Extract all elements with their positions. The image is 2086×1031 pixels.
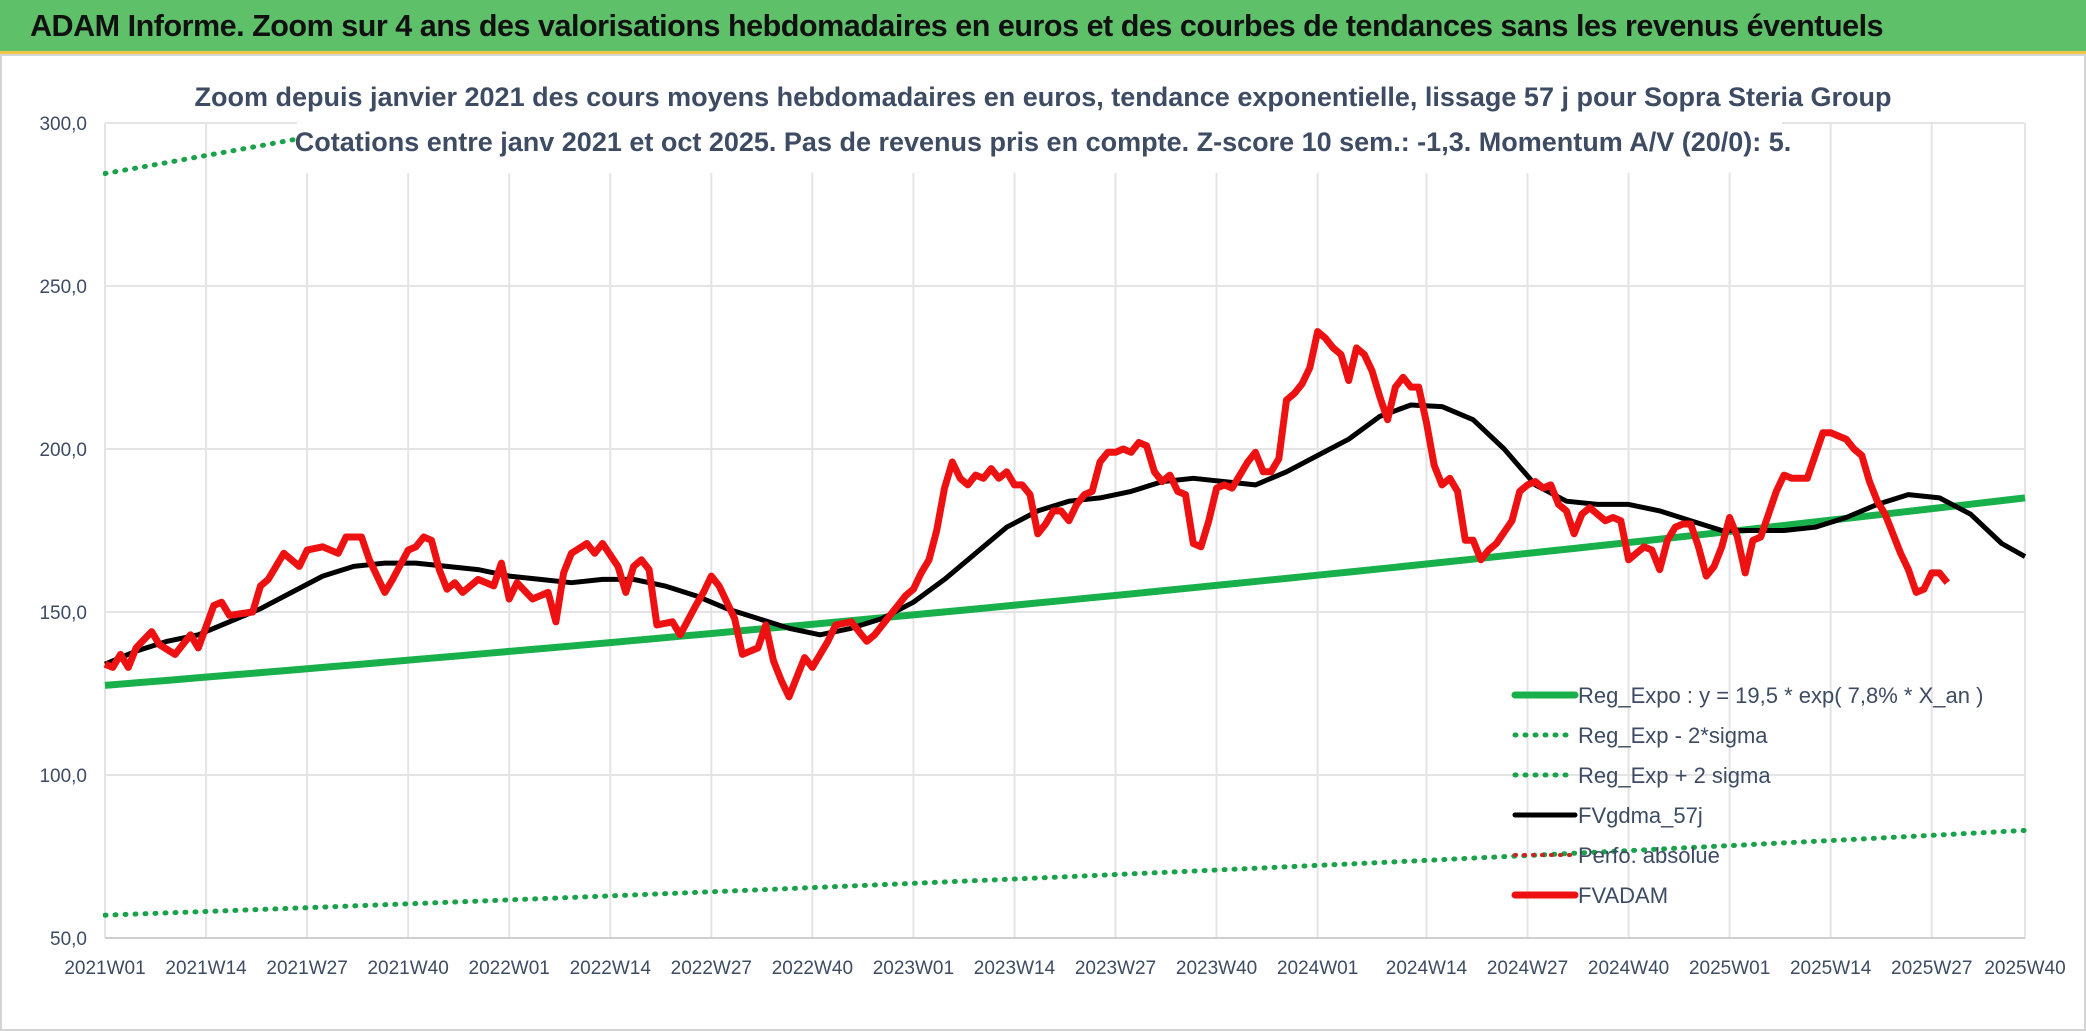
x-tick-label: 2025W27 — [1891, 958, 1972, 979]
legend-label: FVADAM — [1578, 883, 1668, 908]
x-tick-label: 2021W40 — [367, 958, 448, 979]
chart-title: Zoom depuis janvier 2021 des cours moyen… — [194, 82, 1892, 112]
trend-line — [104, 494, 2026, 689]
x-tick-label: 2024W01 — [1277, 958, 1358, 979]
x-tick-label: 2021W01 — [64, 958, 145, 979]
report-title: ADAM Informe. Zoom sur 4 ans des valoris… — [30, 8, 1884, 43]
smoothing-line — [104, 402, 2027, 667]
chart-subtitle: Cotations entre janv 2021 et oct 2025. P… — [294, 127, 1792, 157]
x-tick-label: 2023W01 — [873, 958, 954, 979]
x-tick-label: 2025W40 — [1984, 958, 2065, 979]
legend-label: Reg_Exp + 2 sigma — [1578, 763, 1771, 788]
x-tick-label: 2025W14 — [1790, 958, 1872, 979]
legend-label: Perfo. absolue — [1578, 843, 1720, 868]
x-tick-label: 2021W14 — [165, 958, 247, 979]
y-tick-label: 300,0 — [39, 114, 87, 135]
y-tick-label: 100,0 — [39, 766, 87, 787]
lower-band-line — [103, 827, 2027, 918]
legend-label: Reg_Exp - 2*sigma — [1578, 723, 1768, 748]
x-tick-label: 2023W40 — [1176, 958, 1257, 979]
report-banner: ADAM Informe. Zoom sur 4 ans des valoris… — [0, 0, 2086, 54]
y-tick-label: 150,0 — [39, 603, 87, 624]
x-tick-label: 2022W14 — [570, 958, 652, 979]
x-tick-label: 2023W14 — [974, 958, 1056, 979]
x-tick-label: 2024W14 — [1386, 958, 1468, 979]
y-tick-label: 200,0 — [39, 440, 87, 461]
y-tick-label: 50,0 — [50, 929, 87, 950]
title-backdrop — [297, 80, 1782, 173]
price-line — [103, 328, 1951, 701]
x-tick-label: 2021W27 — [266, 958, 347, 979]
x-tick-label: 2024W40 — [1588, 958, 1669, 979]
y-tick-label: 250,0 — [39, 277, 87, 298]
legend-label: Reg_Expo : y = 19,5 * exp( 7,8% * X_an ) — [1578, 683, 1983, 708]
x-tick-label: 2022W01 — [469, 958, 550, 979]
x-tick-label: 2024W27 — [1487, 958, 1568, 979]
x-tick-label: 2022W40 — [772, 958, 853, 979]
legend-label: FVgdma_57j — [1578, 803, 1703, 828]
x-tick-label: 2025W01 — [1689, 958, 1770, 979]
x-tick-label: 2023W27 — [1075, 958, 1156, 979]
x-tick-label: 2022W27 — [671, 958, 752, 979]
